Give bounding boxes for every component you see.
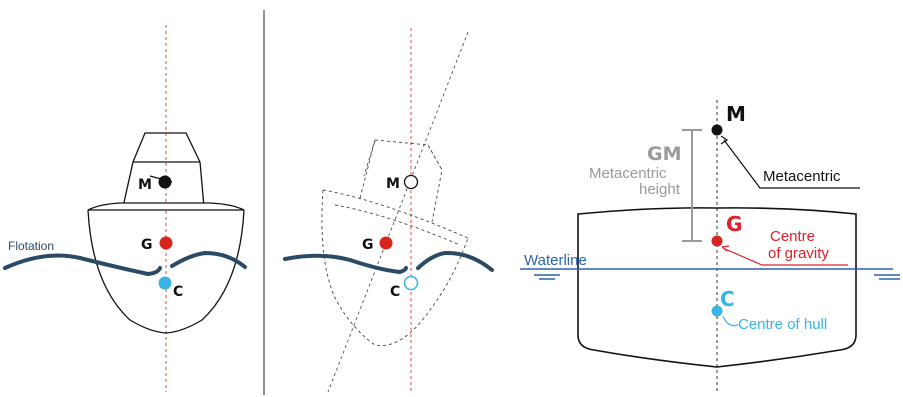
g-label: G xyxy=(141,237,153,253)
panel-cross-section: Waterline GM Metacentric height M Metace… xyxy=(520,100,900,392)
hull-outline xyxy=(577,207,857,368)
metacentric-arrowhead xyxy=(720,135,729,145)
flotation-wave-left xyxy=(3,253,162,277)
hull-centre-pointer xyxy=(722,315,739,327)
flotation-label: Flotation xyxy=(8,239,54,253)
gravity-arrowhead xyxy=(721,245,730,252)
g-label: G xyxy=(726,212,742,236)
m-label: M xyxy=(726,102,746,126)
metacentric-height-line2: height xyxy=(639,181,681,198)
metacentric-label: Metacentric xyxy=(763,168,841,185)
buoyancy-dot xyxy=(403,275,419,291)
metacentre-dot xyxy=(711,124,723,136)
c-label: C xyxy=(720,287,735,311)
c-label: C xyxy=(390,284,400,300)
hull-outline xyxy=(87,209,245,334)
panel-upright: Flotation M G C xyxy=(3,25,247,392)
deck-outline xyxy=(87,202,245,211)
tilted-hull-outline xyxy=(321,189,469,347)
cabin-outline xyxy=(122,132,205,208)
flotation-wave-right xyxy=(170,250,247,269)
gm-label: GM xyxy=(647,143,682,165)
gravity-dot xyxy=(379,236,393,250)
gravity-dot xyxy=(711,235,723,247)
m-label: M xyxy=(138,177,152,193)
tilted-cabin-outline xyxy=(359,139,443,223)
hull-centre-dot xyxy=(711,305,723,317)
gravity-dot xyxy=(159,236,173,250)
metacentric-pointer xyxy=(723,139,860,189)
gravity-pointer xyxy=(724,248,848,266)
centre-of-hull-label: Centre of hull xyxy=(738,316,827,333)
metacentre-dot xyxy=(158,175,172,189)
tilted-axis xyxy=(327,31,469,393)
wave-right xyxy=(416,250,494,272)
m-label: M xyxy=(386,176,400,192)
centre-of-gravity-line2: of gravity xyxy=(768,245,829,262)
g-label: G xyxy=(362,237,374,253)
wave-left xyxy=(283,253,408,275)
tilted-deck-outline xyxy=(322,189,469,246)
waterline-label: Waterline xyxy=(524,252,587,269)
metacentric-height-line1: Metacentric xyxy=(589,165,667,182)
panel-heeled: M G C xyxy=(283,28,494,393)
c-label: C xyxy=(173,284,183,300)
centre-of-gravity-line1: Centre xyxy=(770,228,815,245)
buoyancy-dot xyxy=(158,276,172,290)
metacentre-dot xyxy=(403,174,419,190)
